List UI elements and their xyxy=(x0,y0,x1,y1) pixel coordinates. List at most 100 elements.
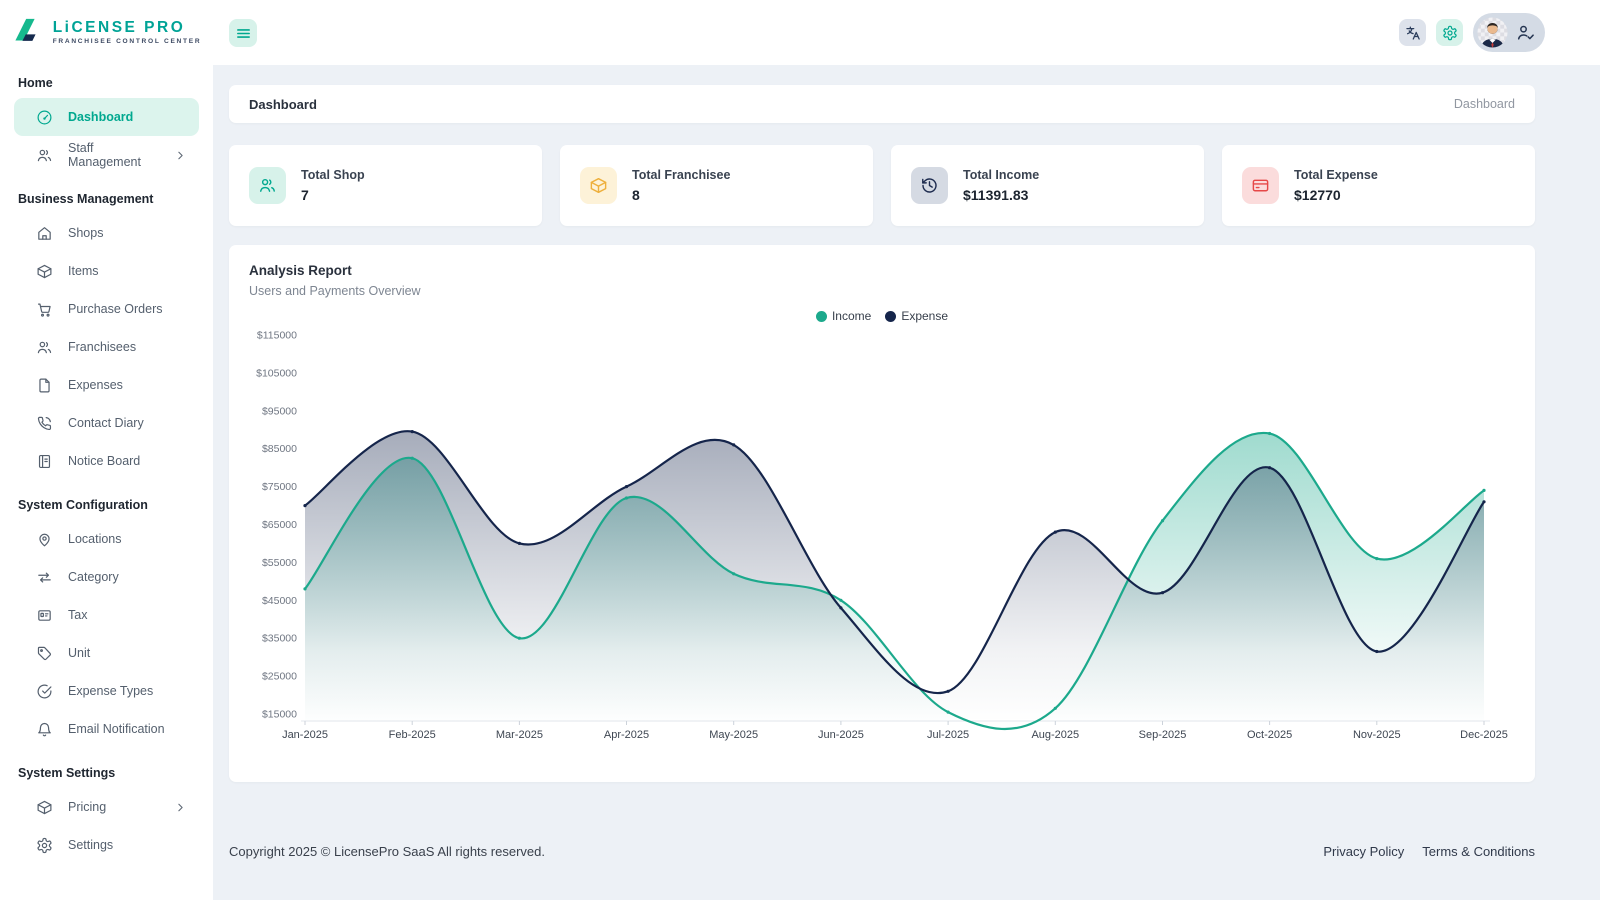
y-axis-tick-label: $55000 xyxy=(262,557,297,569)
legend-item-expense[interactable]: Expense xyxy=(885,309,948,323)
analysis-chart-svg: $115000 $105000 $95000 $85000 $75000 $65000 $5… xyxy=(256,330,1508,742)
x-axis-tick-label: Sep-2025 xyxy=(1139,729,1187,741)
sidebar-item-purchase-orders[interactable]: Purchase Orders xyxy=(14,290,199,328)
y-axis-tick-label: $15000 xyxy=(262,709,297,721)
logo-title: LiCENSE PRO xyxy=(52,19,186,36)
x-axis-tick-label: Apr-2025 xyxy=(604,729,649,741)
app-logo[interactable]: LiCENSE PRO FRANCHISEE CONTROL CENTER xyxy=(0,0,213,64)
sidebar-item-locations[interactable]: Locations xyxy=(14,520,199,558)
sidebar-item-label: Shops xyxy=(68,226,104,240)
sidebar-section-title: Business Management xyxy=(18,192,154,206)
sidebar-item-settings[interactable]: Settings xyxy=(14,826,199,864)
x-axis-tick-label: Dec-2025 xyxy=(1460,729,1508,741)
sidebar-item-label: Expense Types xyxy=(68,684,154,698)
top-bar xyxy=(0,0,1600,65)
sidebar-item-label: Tax xyxy=(68,608,88,622)
sidebar-item-contact-diary[interactable]: Contact Diary xyxy=(14,404,199,442)
data-point-income xyxy=(732,572,736,576)
package-icon xyxy=(37,800,52,814)
privacy-policy-link[interactable]: Privacy Policy xyxy=(1323,844,1405,859)
stat-label: Total Income xyxy=(963,168,1040,182)
stat-card-total-franchisee: Total Franchisee 8 xyxy=(560,145,873,226)
chart-subtitle: Users and Payments Overview xyxy=(249,284,421,298)
package-icon xyxy=(37,264,52,278)
data-point-expense xyxy=(1482,500,1486,504)
legend-item-income[interactable]: Income xyxy=(815,309,871,323)
data-point-expense xyxy=(839,606,843,610)
history-icon xyxy=(922,178,937,193)
sidebar-item-items[interactable]: Items xyxy=(14,252,199,290)
sidebar-item-tax[interactable]: Tax xyxy=(14,596,199,634)
sidebar-item-label: Contact Diary xyxy=(68,416,144,430)
sidebar-item-unit[interactable]: Unit xyxy=(14,634,199,672)
x-axis-tick-label: Jan-2025 xyxy=(282,729,328,741)
logo-mark-icon xyxy=(15,18,36,41)
data-point-expense xyxy=(1268,466,1272,470)
sidebar-item-label: Expenses xyxy=(68,378,123,392)
sidebar-item-label: Locations xyxy=(68,532,122,546)
analysis-report-card: Analysis Report Users and Payments Overv… xyxy=(229,245,1535,782)
data-point-income xyxy=(1482,488,1486,492)
sidebar-item-notice-board[interactable]: Notice Board xyxy=(14,442,199,480)
sidebar-item-shops[interactable]: Shops xyxy=(14,214,199,252)
credit-card-icon xyxy=(1252,179,1269,192)
data-point-expense xyxy=(1375,649,1379,654)
stat-value: $12770 xyxy=(1294,187,1341,203)
users-icon xyxy=(37,149,52,161)
phone-icon xyxy=(37,416,52,430)
sidebar-item-category[interactable]: Category xyxy=(14,558,199,596)
file-icon xyxy=(39,378,50,392)
user-check-icon xyxy=(1517,25,1534,40)
data-point-income xyxy=(839,598,843,602)
x-axis-tick-label: Feb-2025 xyxy=(389,729,436,741)
x-axis-tick-label: Oct-2025 xyxy=(1247,729,1292,741)
pin-icon xyxy=(39,533,50,546)
stat-value: 8 xyxy=(632,187,640,203)
gear-icon xyxy=(1442,25,1457,40)
main-content: Dashboard Dashboard Total Shop 7 Total Fra… xyxy=(213,65,1600,900)
sidebar-section-title: System Configuration xyxy=(18,498,148,512)
breadcrumb[interactable]: Dashboard xyxy=(1453,97,1515,111)
data-point-income xyxy=(1053,706,1057,710)
logo-tagline: FRANCHISEE CONTROL CENTER xyxy=(52,38,202,45)
bell-icon xyxy=(38,722,51,736)
sidebar-item-franchisees[interactable]: Franchisees xyxy=(14,328,199,366)
stat-label: Total Franchisee xyxy=(632,168,731,182)
data-point-income xyxy=(517,636,521,640)
sidebar-item-label: Staff Management xyxy=(68,141,141,169)
sidebar-item-expense-types[interactable]: Expense Types xyxy=(14,672,199,710)
sidebar-item-email-notification[interactable]: Email Notification xyxy=(14,710,199,748)
y-axis-tick-label: $25000 xyxy=(262,671,297,683)
data-point-income xyxy=(624,496,629,500)
stat-cards-row: Total Shop 7 Total Franchisee 8 Total Income… xyxy=(229,145,1535,226)
terms-conditions-link[interactable]: Terms & Conditions xyxy=(1422,844,1535,859)
language-translate-button[interactable] xyxy=(1399,19,1426,46)
x-axis-tick-label: May-2025 xyxy=(709,729,758,741)
package-icon-badge xyxy=(580,167,617,204)
users-icon xyxy=(259,179,275,192)
sidebar-item-staff-management[interactable]: Staff Management xyxy=(14,136,199,174)
chevron-right-icon xyxy=(174,149,187,162)
chart-title: Analysis Report xyxy=(249,263,352,278)
data-point-expense xyxy=(410,430,414,434)
data-point-income xyxy=(1375,557,1379,561)
stat-value: $11391.83 xyxy=(963,187,1029,203)
chevron-right-icon xyxy=(174,801,187,814)
data-point-expense xyxy=(1160,591,1165,595)
settings-button[interactable] xyxy=(1436,19,1463,46)
stat-card-total-expense: Total Expense $12770 xyxy=(1222,145,1535,226)
sidebar-item-pricing[interactable]: Pricing xyxy=(14,788,199,826)
line-income xyxy=(303,431,1486,731)
sidebar-item-dashboard[interactable]: Dashboard xyxy=(14,98,199,136)
x-axis-tick-label: Jul-2025 xyxy=(927,729,969,741)
user-profile-button[interactable] xyxy=(1473,13,1545,52)
stat-card-total-income: Total Income $11391.83 xyxy=(891,145,1204,226)
sidebar-item-expenses[interactable]: Expenses xyxy=(14,366,199,404)
sidebar-toggle-button[interactable] xyxy=(229,19,257,47)
sidebar-item-label: Purchase Orders xyxy=(68,302,163,316)
sidebar-nav: Home Dashboard Staff Management Business Ma… xyxy=(0,76,213,864)
users-icon xyxy=(37,341,52,353)
data-point-income xyxy=(410,456,414,460)
check-circle-icon xyxy=(37,684,52,698)
avatar xyxy=(1477,17,1508,48)
